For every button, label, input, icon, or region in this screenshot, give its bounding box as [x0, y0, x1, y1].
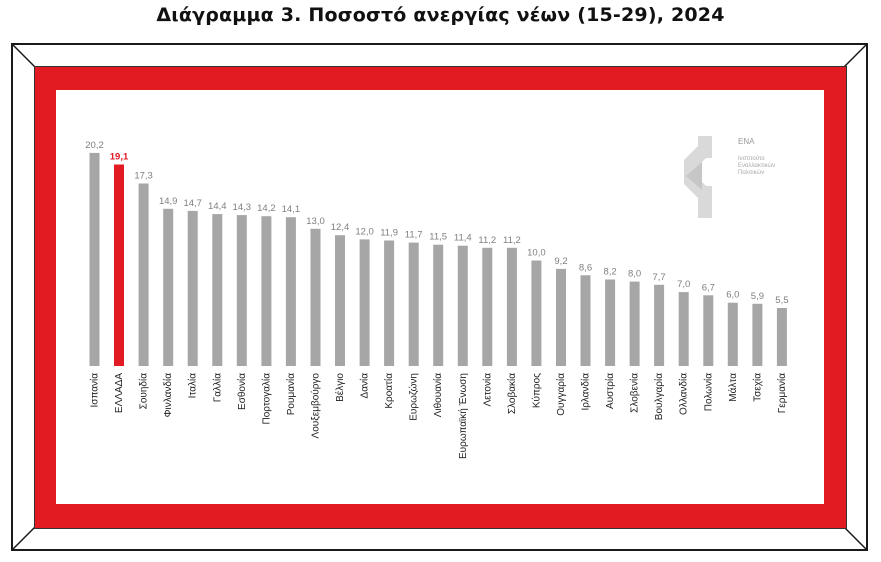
bar-value-label: 13,0	[306, 216, 325, 227]
bar	[285, 217, 296, 366]
category-label: Γαλλία	[211, 373, 223, 403]
bar	[138, 183, 149, 366]
page-title: Διάγραμμα 3. Ποσοστό ανεργίας νέων (15-2…	[156, 4, 725, 26]
bar-value-label: 11,9	[380, 228, 398, 239]
category-label: Πορτογαλία	[260, 373, 272, 425]
bar-value-label: 14,2	[257, 203, 276, 214]
category-label: Ιρλανδία	[580, 373, 592, 411]
bar	[482, 247, 493, 366]
bar	[654, 284, 665, 366]
bar-value-label: 11,7	[405, 230, 423, 241]
category-label: Ουγγαρία	[555, 373, 567, 416]
bar-value-label: 14,4	[208, 201, 227, 212]
logo-subtitle-line: Ινστιτούτο	[738, 156, 765, 162]
bar-value-label: 19,1	[110, 152, 129, 163]
category-label: Μάλτα	[727, 373, 739, 402]
bar-value-label: 7,0	[677, 279, 690, 290]
bar-value-label: 8,2	[603, 267, 616, 278]
bar	[212, 214, 223, 366]
bar	[163, 208, 174, 366]
bar-value-label: 14,7	[183, 198, 202, 209]
bar	[605, 279, 616, 366]
bar-value-label: 11,2	[478, 235, 496, 246]
category-label: Ευρωζώνη	[408, 373, 420, 421]
bar-value-label: 11,4	[454, 233, 472, 244]
bar	[335, 235, 345, 366]
bar	[629, 281, 640, 366]
bar	[506, 247, 517, 366]
bar-value-label: 14,3	[233, 202, 252, 213]
bar	[531, 260, 542, 366]
bar	[457, 245, 468, 366]
bar-value-label: 7,7	[652, 272, 665, 283]
bar	[261, 216, 272, 366]
bar	[556, 268, 566, 366]
category-label: ΕΛΛΑΔΑ	[114, 373, 125, 413]
logo-subtitle: Ινστιτούτο Εναλλακτικών Πολιτικών	[738, 156, 808, 177]
bar	[310, 228, 321, 366]
category-label: Λιθουανία	[432, 373, 444, 417]
bar-value-label: 20,2	[85, 140, 104, 151]
category-label: Πολωνία	[702, 373, 714, 411]
bar	[752, 303, 763, 366]
bar	[408, 242, 419, 366]
category-label: Σουηδία	[138, 373, 150, 410]
bar-value-label: 8,6	[579, 262, 592, 273]
category-label: Ρουμανία	[285, 373, 297, 415]
category-label: Τσεχία	[751, 373, 763, 402]
bar-value-label: 9,2	[554, 256, 567, 267]
category-label: Σλοβακία	[506, 373, 518, 414]
category-label: Ευρωπαϊκή Ένωση	[457, 373, 469, 459]
category-label: Σλοβενία	[629, 373, 641, 413]
category-label: Βέλγιο	[334, 373, 346, 402]
ena-logo-icon	[684, 136, 712, 218]
category-label: Δανία	[359, 373, 371, 399]
bar-value-label: 14,1	[282, 204, 301, 215]
category-label: Αυστρία	[604, 373, 616, 409]
bar	[89, 152, 100, 366]
category-label: Φινλανδία	[162, 373, 174, 418]
category-label: Λετονία	[481, 373, 493, 407]
bar-value-label: 10,0	[527, 248, 546, 259]
bar-value-label: 5,5	[775, 295, 788, 306]
bar-value-label: 8,0	[628, 269, 641, 280]
category-label: Λουξεμβούργο	[310, 373, 322, 439]
logo-subtitle-line: Πολιτικών	[738, 170, 765, 176]
category-label: Ιταλία	[187, 373, 199, 399]
frame-corner-lines	[11, 43, 868, 551]
category-label: Ολλανδία	[678, 373, 690, 415]
category-label: Κροατία	[383, 373, 395, 409]
bar	[727, 302, 738, 366]
bar	[359, 239, 370, 366]
bar	[236, 215, 247, 366]
bar	[678, 292, 689, 366]
bar-value-label: 11,5	[429, 232, 447, 243]
logo-subtitle-line: Εναλλακτικών	[738, 163, 776, 169]
bar-value-label: 12,4	[331, 222, 350, 233]
bar	[114, 164, 124, 366]
bar	[433, 244, 444, 366]
bar-value-label: 12,0	[355, 226, 374, 237]
category-label: Βουλγαρία	[653, 373, 665, 420]
bar	[703, 295, 714, 366]
bar-value-label: 11,2	[503, 235, 521, 246]
bar-value-label: 14,9	[159, 196, 178, 207]
bar-value-label: 6,0	[726, 290, 739, 301]
bar	[580, 275, 591, 366]
logo-name: ΕΝΑ	[738, 137, 755, 146]
category-label: Ισπανία	[89, 373, 101, 408]
category-label: Εσθονία	[236, 373, 248, 410]
category-label: Γερμανία	[776, 373, 788, 413]
bar	[187, 210, 198, 366]
bar-value-label: 17,3	[134, 171, 153, 182]
bar	[776, 308, 787, 366]
bar-value-label: 6,7	[702, 282, 715, 293]
bar	[384, 240, 395, 366]
category-label: Κύπρος	[530, 373, 542, 408]
bar-value-label: 5,9	[751, 291, 764, 302]
